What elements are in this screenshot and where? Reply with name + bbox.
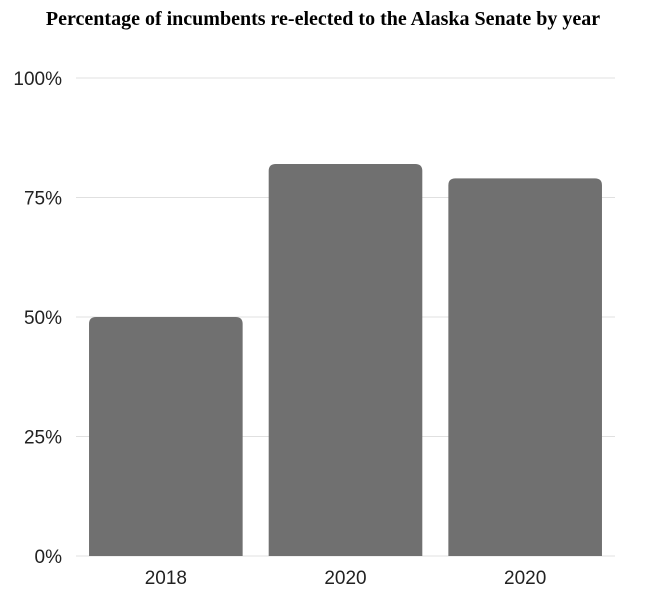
- bars: [89, 164, 602, 557]
- x-axis-labels: 2018 2020 2020: [145, 568, 547, 589]
- chart-title: Percentage of incumbents re-elected to t…: [45, 8, 601, 30]
- y-tick-label: 75%: [24, 189, 62, 210]
- bar: [448, 178, 602, 556]
- x-tick-label: 2018: [145, 568, 187, 589]
- bar: [89, 317, 243, 556]
- y-axis-ticks: 0% 25% 50% 75% 100%: [13, 69, 62, 568]
- x-tick-label: 2020: [504, 568, 546, 589]
- y-tick-label: 50%: [24, 308, 62, 329]
- x-tick-label: 2020: [324, 568, 366, 589]
- y-tick-label: 100%: [13, 69, 62, 90]
- bar: [268, 164, 423, 557]
- y-tick-label: 0%: [35, 547, 63, 568]
- y-tick-label: 25%: [24, 428, 62, 449]
